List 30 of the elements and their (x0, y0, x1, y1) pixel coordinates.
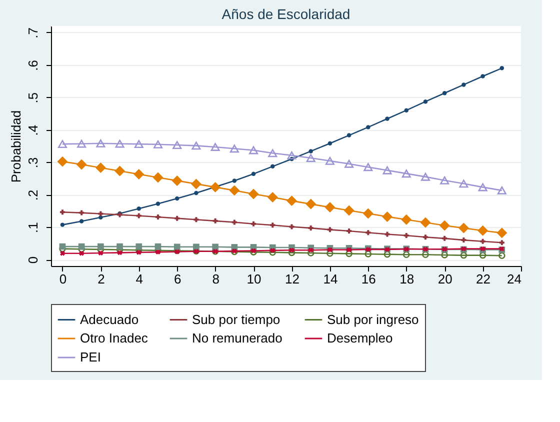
y-tick-label: .4 (26, 124, 40, 136)
x-tick-label: 20 (438, 272, 452, 286)
x-tick-label: 4 (136, 272, 144, 286)
legend-label: Sub por ingreso (327, 312, 419, 327)
x-tick-label: 18 (400, 272, 414, 286)
x-tick-label: 24 (507, 272, 522, 286)
y-tick-label: .7 (26, 28, 40, 38)
legend-label: No remunerado (192, 330, 282, 346)
y-tick-label: .5 (26, 92, 40, 104)
chart-title: Años de Escolaridad (222, 6, 350, 22)
legend-label: Otro Inadec (80, 330, 148, 346)
x-tick-label: 12 (284, 272, 300, 286)
x-tick-label: 16 (361, 272, 376, 286)
x-tick-label: 14 (323, 272, 338, 286)
x-tick-label: 10 (246, 272, 262, 286)
legend-label: Adecuado (80, 312, 139, 327)
legend-label: Desempleo (327, 330, 393, 346)
x-tick-label: 8 (212, 272, 220, 286)
x-tick-label: 2 (98, 272, 105, 286)
x-tick-label: 22 (476, 272, 491, 286)
y-tick-label: .3 (26, 157, 40, 168)
y-tick-label: 0 (26, 256, 40, 264)
y-tick-label: .2 (26, 190, 40, 201)
legend-label: Sub por tiempo (192, 312, 280, 327)
x-tick-label: 0 (59, 272, 67, 286)
legend-label: PEI (80, 350, 101, 364)
x-tick-label: 6 (174, 272, 182, 286)
y-tick-label: .1 (26, 222, 40, 234)
y-tick-label: .6 (26, 60, 40, 71)
y-axis-title: Probabilidad (8, 110, 24, 183)
